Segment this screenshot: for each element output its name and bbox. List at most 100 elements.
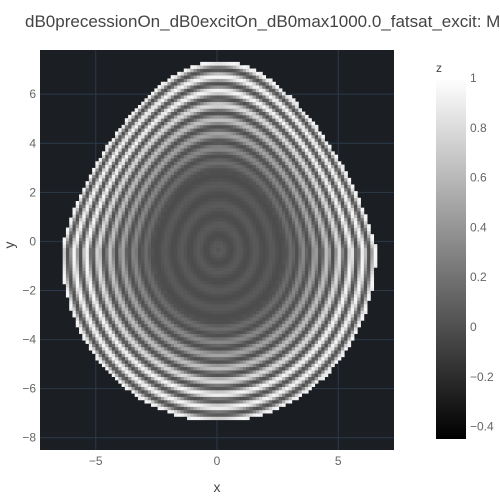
- heatmap-cell: [124, 373, 129, 378]
- heatmap-cell: [154, 356, 158, 361]
- heatmap-cell: [285, 267, 289, 272]
- heatmap-cell: [347, 287, 352, 291]
- heatmap-cell: [151, 326, 155, 331]
- heatmap-cell: [206, 310, 211, 315]
- heatmap-cell: [128, 346, 132, 351]
- heatmap-cell: [229, 416, 234, 421]
- heatmap-cell: [232, 373, 237, 378]
- heatmap-cell: [340, 316, 345, 321]
- heatmap-cell: [190, 399, 195, 404]
- heatmap-cell: [311, 356, 316, 361]
- heatmap-cell: [249, 254, 253, 258]
- heatmap-cell: [141, 389, 145, 394]
- heatmap-cell: [252, 326, 257, 331]
- heatmap-cell: [180, 303, 185, 308]
- heatmap-cell: [262, 383, 267, 387]
- heatmap-cell: [281, 220, 286, 225]
- heatmap-cell: [92, 260, 96, 265]
- heatmap-cell: [164, 224, 168, 228]
- heatmap-cell: [350, 330, 355, 334]
- heatmap-cell: [154, 277, 158, 281]
- heatmap-cell: [154, 353, 158, 358]
- heatmap-cell: [370, 270, 375, 275]
- heatmap-cell: [275, 323, 280, 328]
- heatmap-cell: [304, 350, 309, 354]
- heatmap-cell: [281, 373, 286, 378]
- heatmap-cell: [281, 240, 286, 245]
- heatmap-cell: [226, 406, 231, 411]
- heatmap-cell: [164, 300, 168, 305]
- heatmap-cell: [272, 376, 276, 381]
- heatmap-cell: [187, 379, 191, 384]
- heatmap-cell: [190, 409, 195, 414]
- heatmap-cell: [157, 260, 162, 265]
- heatmap-cell: [262, 290, 267, 295]
- heatmap-cell: [95, 230, 100, 235]
- heatmap-cell: [219, 283, 224, 288]
- heatmap-cell: [170, 270, 175, 275]
- heatmap-cell: [105, 293, 109, 298]
- heatmap-cell: [88, 224, 93, 228]
- heatmap-cell: [226, 389, 231, 394]
- heatmap-cell: [298, 280, 303, 285]
- heatmap-cell: [226, 234, 231, 238]
- heatmap-cell: [236, 217, 240, 222]
- heatmap-cell: [128, 300, 132, 305]
- heatmap-cell: [190, 267, 195, 272]
- heatmap-cell: [196, 356, 201, 361]
- heatmap-cell: [301, 290, 306, 295]
- heatmap-cell: [285, 230, 289, 235]
- heatmap-cell: [95, 277, 100, 281]
- heatmap-cell: [141, 320, 145, 325]
- heatmap-cell: [187, 217, 191, 222]
- heatmap-cell: [167, 399, 172, 404]
- heatmap-cell: [340, 310, 345, 315]
- heatmap-cell: [268, 267, 273, 272]
- heatmap-cell: [141, 303, 145, 308]
- heatmap-cell: [180, 366, 185, 371]
- heatmap-cell: [275, 403, 280, 407]
- heatmap-cell: [124, 363, 129, 368]
- heatmap-cell: [232, 214, 237, 219]
- heatmap-cell: [173, 346, 178, 351]
- heatmap-cell: [82, 297, 86, 301]
- heatmap-cell: [196, 336, 201, 341]
- heatmap-cell: [154, 389, 158, 394]
- heatmap-cell: [327, 300, 332, 305]
- heatmap-cell: [265, 396, 270, 401]
- heatmap-cell: [317, 360, 322, 364]
- heatmap-cell: [111, 366, 116, 371]
- heatmap-cell: [193, 220, 198, 225]
- heatmap-cell: [141, 217, 145, 222]
- heatmap-cell: [311, 313, 316, 318]
- heatmap-cell: [203, 373, 208, 378]
- heatmap-cell: [187, 353, 191, 358]
- heatmap-cell: [327, 323, 332, 328]
- heatmap-cell: [239, 210, 244, 215]
- heatmap-cell: [321, 323, 325, 328]
- heatmap-cell: [203, 220, 208, 225]
- heatmap-cell: [69, 307, 73, 311]
- heatmap-cell: [69, 283, 73, 288]
- heatmap-cell: [281, 340, 286, 344]
- heatmap-cell: [65, 234, 70, 238]
- heatmap-cell: [137, 316, 142, 321]
- heatmap-cell: [285, 210, 289, 215]
- heatmap-cell: [304, 273, 309, 278]
- heatmap-cell: [245, 373, 250, 378]
- heatmap-cell: [85, 273, 90, 278]
- heatmap-cell: [363, 260, 368, 265]
- heatmap-cell: [229, 247, 234, 252]
- heatmap-cell: [209, 396, 214, 401]
- heatmap-cell: [344, 323, 348, 328]
- heatmap-cell: [121, 379, 126, 384]
- heatmap-cell: [301, 370, 306, 374]
- heatmap-cell: [245, 287, 250, 291]
- heatmap-cell: [193, 300, 198, 305]
- heatmap-cell: [95, 310, 100, 315]
- heatmap-cell: [262, 399, 267, 404]
- heatmap-cell: [308, 210, 312, 215]
- heatmap-cell: [144, 313, 149, 318]
- heatmap-cell: [177, 290, 181, 295]
- heatmap-cell: [72, 237, 77, 242]
